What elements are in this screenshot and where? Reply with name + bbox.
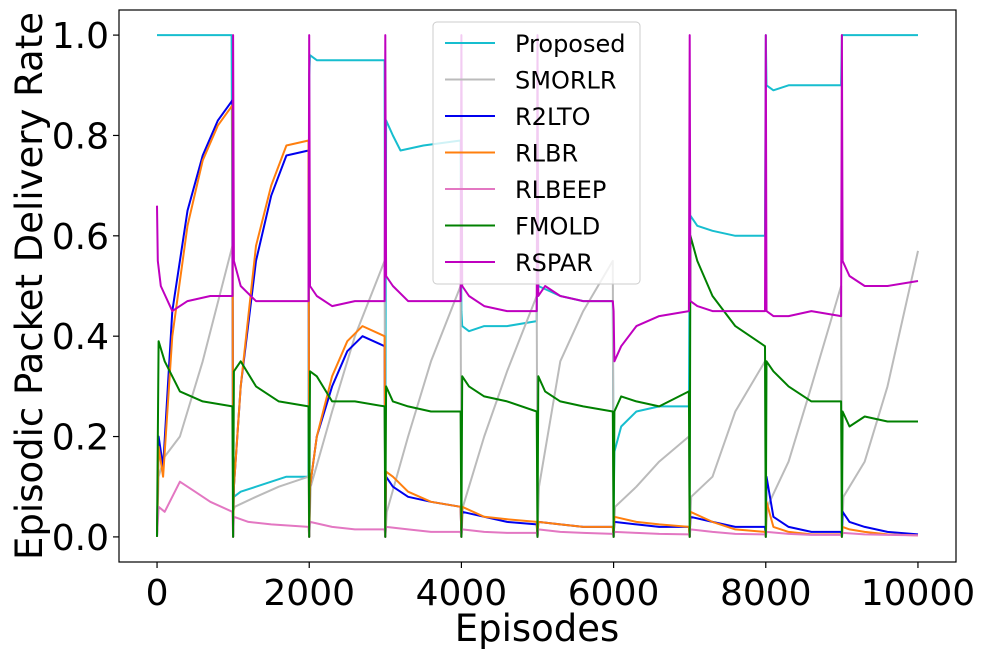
legend-label-r2lto: R2LTO	[515, 103, 591, 131]
legend-label-smorlr: SMORLR	[515, 67, 617, 95]
y-tick-label: 0.0	[52, 518, 109, 559]
series-layer	[156, 34, 919, 538]
x-tick-label: 10000	[861, 573, 976, 614]
series-line-rlbr	[156, 104, 919, 538]
plot-frame	[118, 9, 957, 563]
x-tick-label: 6000	[568, 573, 660, 614]
x-axis-title: Episodes	[455, 607, 620, 650]
y-axis-title: Episodic Packet Delivery Rate	[8, 12, 51, 560]
x-axis-ticks: 0 2000 4000 6000 8000 10000	[146, 562, 976, 614]
y-tick-label: 0.2	[52, 418, 109, 459]
x-tick-label: 2000	[263, 573, 355, 614]
y-tick-label: 0.6	[52, 217, 109, 258]
x-tick-label: 4000	[416, 573, 508, 614]
legend: Proposed SMORLR R2LTO RLBR RLBEEP FMOLD RSPAR	[432, 21, 641, 285]
y-tick-label: 0.8	[52, 116, 109, 157]
y-tick-label: 0.4	[52, 317, 109, 358]
series-line-rspar	[156, 34, 919, 363]
legend-label-rlbr: RLBR	[515, 140, 578, 168]
x-tick-label: 8000	[720, 573, 812, 614]
legend-label-fmold: FMOLD	[515, 213, 600, 241]
x-tick-label: 0	[146, 573, 169, 614]
legend-label-proposed: Proposed	[515, 30, 626, 58]
legend-box	[432, 21, 641, 285]
series-line-fmold	[156, 234, 918, 538]
y-axis-ticks: 0.0 0.2 0.4 0.6 0.8 1.0	[52, 16, 119, 559]
legend-label-rlbeep: RLBEEP	[515, 176, 606, 204]
legend-label-rspar: RSPAR	[515, 249, 593, 277]
y-tick-label: 1.0	[52, 16, 109, 57]
